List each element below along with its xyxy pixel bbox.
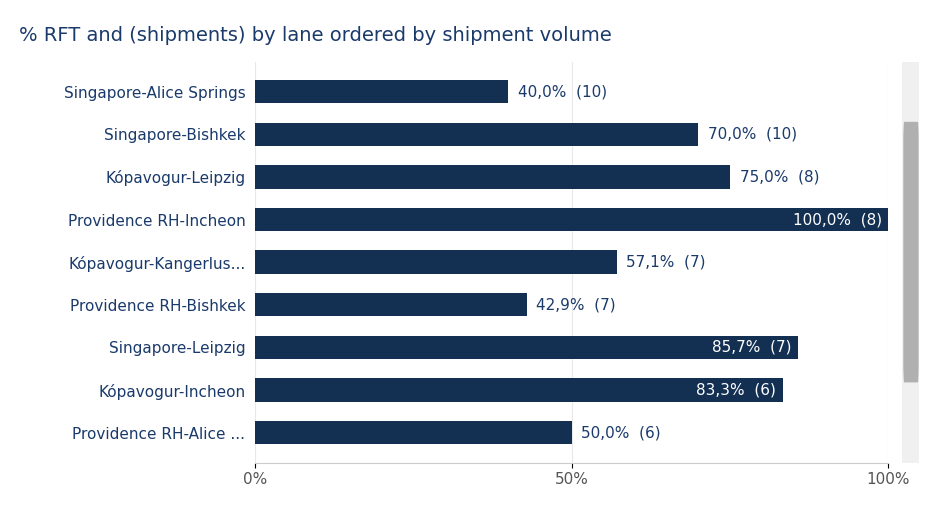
- Text: 83,3%  (6): 83,3% (6): [696, 382, 775, 397]
- Text: 42,9%  (7): 42,9% (7): [535, 297, 615, 313]
- Bar: [255, 250, 616, 274]
- Bar: [255, 165, 730, 189]
- Bar: [255, 208, 887, 231]
- Text: 85,7%  (7): 85,7% (7): [711, 340, 790, 355]
- Text: 70,0%  (10): 70,0% (10): [707, 127, 796, 142]
- Text: 57,1%  (7): 57,1% (7): [626, 254, 705, 270]
- Bar: [255, 293, 526, 317]
- Bar: [255, 421, 571, 445]
- Text: 75,0%  (8): 75,0% (8): [739, 170, 818, 185]
- Text: 40,0%  (10): 40,0% (10): [517, 84, 606, 99]
- Text: % RFT and (shipments) by lane ordered by shipment volume: % RFT and (shipments) by lane ordered by…: [19, 26, 611, 45]
- Text: 50,0%  (6): 50,0% (6): [581, 425, 660, 440]
- Text: 100,0%  (8): 100,0% (8): [792, 212, 881, 227]
- FancyBboxPatch shape: [902, 122, 918, 382]
- Bar: [255, 336, 797, 359]
- Bar: [255, 122, 698, 146]
- Bar: [255, 378, 782, 402]
- Bar: [255, 80, 508, 103]
